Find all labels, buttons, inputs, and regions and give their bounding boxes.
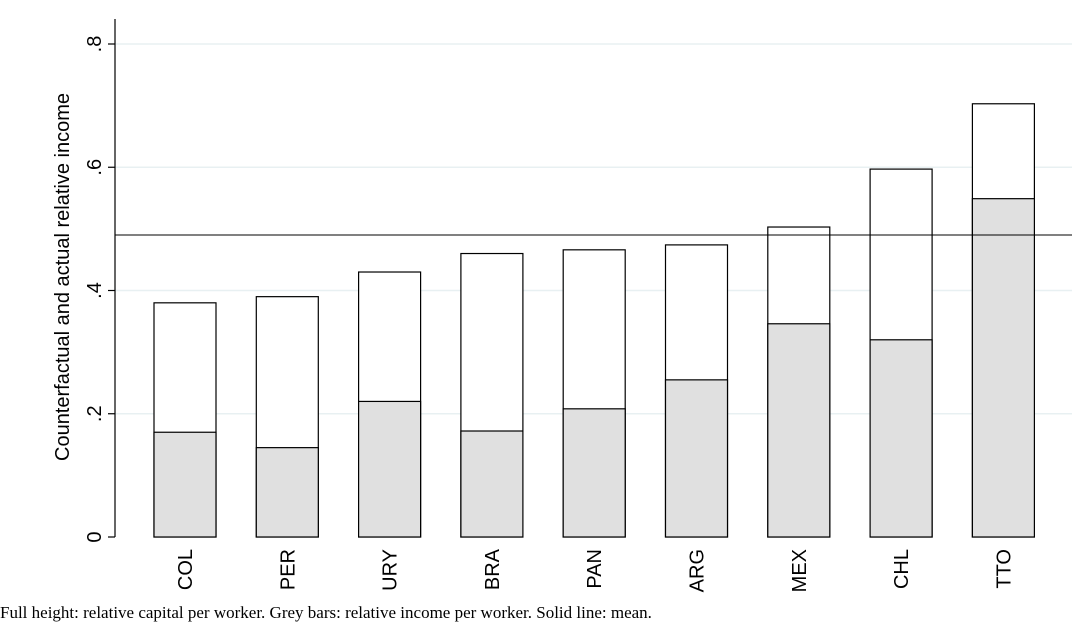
bar-grey <box>869 339 933 538</box>
x-tick-label: PAN <box>584 549 606 589</box>
x-tick-label: BRA <box>482 548 504 590</box>
x-tick-label: PER <box>277 549 299 590</box>
x-tick-label: CHL <box>891 549 913 589</box>
x-tick-label: URY <box>380 549 402 591</box>
y-tick-label: .8 <box>84 36 106 53</box>
bar-grey <box>971 198 1036 538</box>
x-tick-label: TTO <box>993 549 1015 589</box>
bar-grey <box>358 400 422 538</box>
bar-grey <box>460 430 524 538</box>
bar-grey <box>767 323 831 538</box>
y-tick-label: .4 <box>84 282 106 299</box>
bars <box>153 103 1036 538</box>
y-axis-title: Counterfactual and actual relative incom… <box>52 93 74 461</box>
y-tick-label: .2 <box>84 405 106 422</box>
bar-grey <box>664 379 729 538</box>
x-tick-label: ARG <box>687 549 709 592</box>
bar-grey <box>562 408 626 538</box>
bar-grey <box>153 431 217 538</box>
bar-grey <box>255 447 319 538</box>
y-tick-label: .6 <box>84 159 106 176</box>
axes: 0 .2 .4 .6 .8 COL PER URY BRA PAN ARG MEX CHL TTO <box>84 19 1015 592</box>
figure-caption: Full height: relative capital per worker… <box>0 603 652 622</box>
y-tick-label: 0 <box>84 531 106 542</box>
x-tick-label: MEX <box>789 549 811 592</box>
x-tick-label: COL <box>175 549 197 590</box>
